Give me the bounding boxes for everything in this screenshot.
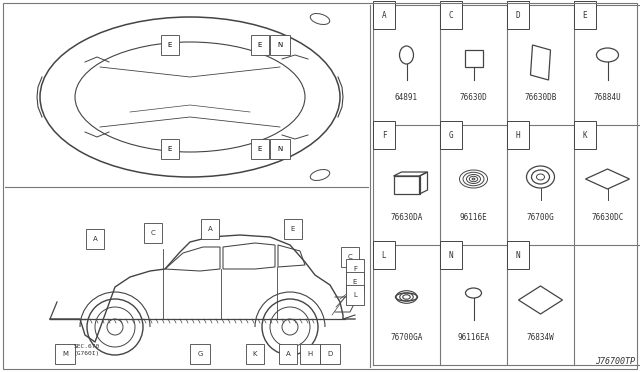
Text: G: G <box>449 131 453 140</box>
Text: C: C <box>348 254 353 260</box>
Text: N: N <box>277 42 283 48</box>
Text: H: H <box>307 351 312 357</box>
Text: G: G <box>197 351 203 357</box>
Text: H: H <box>516 131 520 140</box>
Text: N: N <box>449 250 453 260</box>
Text: L: L <box>381 250 387 260</box>
Text: 64891: 64891 <box>395 93 418 102</box>
Text: A: A <box>207 226 212 232</box>
Text: D: D <box>328 351 333 357</box>
Text: A: A <box>381 10 387 19</box>
Text: 96116EA: 96116EA <box>458 333 490 341</box>
Text: 76700G: 76700G <box>527 212 554 221</box>
Text: 76884U: 76884U <box>594 93 621 102</box>
Text: L: L <box>353 292 357 298</box>
Text: A: A <box>285 351 291 357</box>
Text: E: E <box>168 146 172 152</box>
Text: N: N <box>516 250 520 260</box>
Text: F: F <box>381 131 387 140</box>
Text: E: E <box>291 226 295 232</box>
Text: D: D <box>516 10 520 19</box>
Text: 76834W: 76834W <box>527 333 554 341</box>
Text: E: E <box>353 279 357 285</box>
Text: F: F <box>353 266 357 272</box>
Text: (G760I): (G760I) <box>74 350 100 356</box>
Text: K: K <box>253 351 257 357</box>
Text: 76630D: 76630D <box>460 93 488 102</box>
Text: C: C <box>449 10 453 19</box>
Text: E: E <box>168 42 172 48</box>
Text: SEC.670: SEC.670 <box>74 344 100 350</box>
Text: M: M <box>62 351 68 357</box>
Text: 76630DC: 76630DC <box>591 212 624 221</box>
Text: 76630DB: 76630DB <box>524 93 557 102</box>
Text: E: E <box>258 42 262 48</box>
Text: 76630DA: 76630DA <box>390 212 422 221</box>
Text: K: K <box>582 131 588 140</box>
Text: E: E <box>258 146 262 152</box>
Text: C: C <box>150 230 156 236</box>
Text: N: N <box>277 146 283 152</box>
Text: 76700GA: 76700GA <box>390 333 422 341</box>
Text: A: A <box>93 236 97 242</box>
Text: J76700TP: J76700TP <box>595 357 635 366</box>
Text: E: E <box>582 10 588 19</box>
Text: 96116E: 96116E <box>460 212 488 221</box>
